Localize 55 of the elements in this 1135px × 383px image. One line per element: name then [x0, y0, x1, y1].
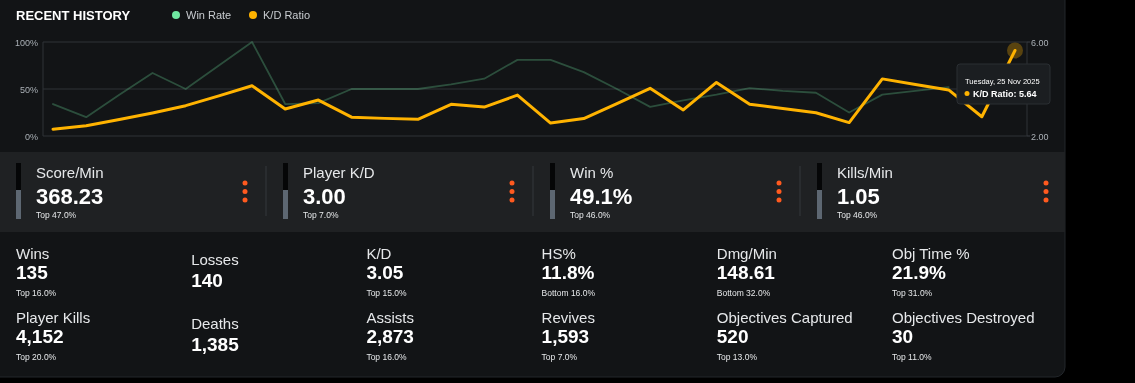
text: Top 47.0%: [36, 210, 77, 220]
text: 30: [892, 326, 914, 347]
text: Top 15.0%: [366, 288, 407, 298]
category-label: Objectives Destroyed: [892, 309, 1035, 326]
text: Top 46.0%: [837, 210, 878, 220]
category-label: HS%: [541, 245, 576, 262]
legend-label: Win Rate: [186, 9, 232, 21]
text: Top 13.0%: [716, 352, 757, 362]
text: Top 7.0%: [541, 352, 578, 362]
y2-tick-label: 2.00: [1031, 131, 1049, 142]
text: 135: [16, 262, 48, 283]
category-label: Losses: [191, 251, 239, 268]
y-tick-label: 0%: [24, 131, 38, 142]
category-label: Win %: [570, 164, 614, 181]
text: Bottom 16.0%: [541, 288, 595, 298]
category-label: Obj Time %: [892, 245, 970, 262]
text: 11.8%: [541, 262, 595, 283]
text: 1,385: [191, 334, 239, 355]
text: 520: [716, 326, 749, 347]
text: 3.05: [366, 262, 404, 283]
text: 21.9%: [892, 262, 946, 283]
category-label: Objectives Captured: [716, 309, 853, 326]
text: 4,152: [16, 326, 64, 347]
category-label: Dmg/Min: [716, 245, 777, 262]
text: 148.61: [716, 262, 775, 283]
text: Bottom 32.0%: [716, 288, 771, 298]
text: 49.1%: [570, 184, 633, 209]
text: Top 16.0%: [16, 288, 57, 298]
category-label: Kills/Min: [837, 164, 893, 181]
y-tick-label: 50%: [19, 84, 38, 95]
text: Top 31.0%: [892, 288, 933, 298]
y-tick-label: 100%: [14, 37, 38, 48]
text: 1,593: [541, 326, 590, 347]
category-label: Wins: [16, 245, 50, 262]
chart-title: RECENT HISTORY: [16, 8, 131, 23]
text: Top 20.0%: [16, 352, 57, 362]
text: 3.00: [303, 184, 346, 209]
text: Top 11.0%: [892, 352, 932, 362]
category-label: Deaths: [191, 315, 239, 332]
text: 2,873: [366, 326, 414, 347]
text: Top 7.0%: [303, 210, 339, 220]
category-label: Assists: [366, 309, 414, 326]
text: 1.05: [837, 184, 880, 209]
category-label: Revives: [541, 309, 595, 326]
legend-label: K/D Ratio: [263, 9, 311, 21]
y2-tick-label: 6.00: [1031, 37, 1049, 48]
text: Top 46.0%: [570, 210, 611, 220]
category-label: K/D: [366, 245, 392, 262]
text: Top 16.0%: [366, 352, 407, 362]
annotation: K/D Ratio: 5.64: [973, 88, 1037, 99]
category-label: Score/Min: [36, 164, 104, 181]
category-label: Player K/D: [303, 164, 375, 181]
text: 368.23: [36, 184, 104, 209]
text: 140: [191, 270, 223, 291]
category-label: Player Kills: [16, 309, 91, 326]
